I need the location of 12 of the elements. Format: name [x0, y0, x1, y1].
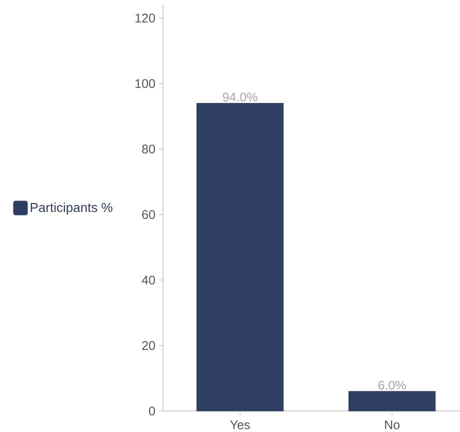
y-tick-label: 60 — [142, 210, 155, 219]
data-label: 94.0% — [222, 92, 258, 102]
data-label: 6.0% — [378, 380, 406, 390]
y-tick-label: 100 — [136, 79, 155, 88]
legend-label: Participants % — [30, 202, 112, 215]
y-tick-label: 80 — [142, 144, 155, 154]
x-tick-label: Yes — [230, 420, 250, 430]
y-tick-label: 40 — [142, 276, 155, 284]
y-tick-label: 20 — [142, 341, 155, 350]
x-tick-label: No — [385, 420, 400, 430]
y-tick-label: 0 — [149, 406, 155, 416]
y-tick-label: 120 — [136, 14, 155, 23]
